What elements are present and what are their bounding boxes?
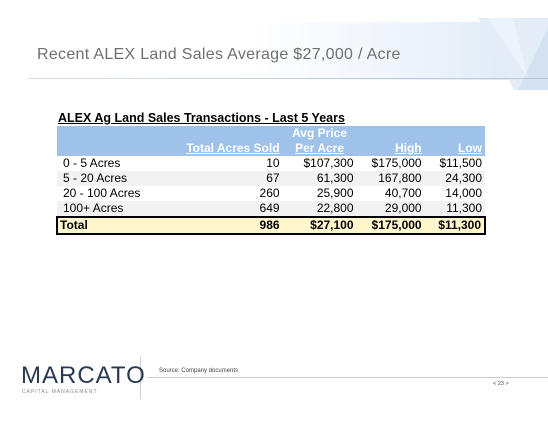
row-per-acre: $107,300 (303, 156, 354, 170)
table-row: 0 - 5 Acres 10 $107,300 $175,000 $11,500 (57, 156, 485, 171)
total-per-acre: $27,100 (282, 216, 357, 235)
row-label: 0 - 5 Acres (63, 156, 121, 170)
row-per-acre: 25,900 (316, 186, 354, 200)
header-cell-avg-price: Avg Price (282, 126, 357, 141)
row-acres: 10 (266, 156, 280, 170)
table-row: 100+ Acres 649 22,800 29,000 11,300 (57, 201, 485, 217)
page-title: Recent ALEX Land Sales Average $27,000 /… (37, 46, 401, 63)
row-low: $11,500 (439, 156, 483, 170)
page-number: < 23 > (493, 381, 509, 387)
total-label: Total (56, 216, 162, 235)
header-cell-blank (161, 126, 283, 141)
row-acres: 67 (161, 171, 283, 186)
header-cell-blank (424, 126, 485, 141)
table-caption: ALEX Ag Land Sales Transactions - Last 5… (58, 111, 345, 125)
header-band (0, 22, 548, 80)
row-per-acre: 61,300 (282, 171, 357, 186)
row-label: 100+ Acres (57, 201, 162, 217)
total-low: $11,300 (424, 216, 487, 235)
table-row: 5 - 20 Acres 67 61,300 167,800 24,300 (57, 171, 485, 186)
source-note: Source: Company documents (159, 368, 239, 374)
total-acres: 986 (161, 216, 283, 235)
title-divider (28, 78, 548, 79)
row-acres: 649 (161, 201, 283, 217)
table-total-row: Total 986 $27,100 $175,000 $11,300 (56, 216, 487, 235)
header-decoration (478, 18, 548, 90)
header-cell-blank (356, 126, 425, 141)
footer-divider (148, 377, 548, 378)
header-cell-low: Low (424, 141, 485, 156)
header-cell-per-acre: Per Acre (282, 141, 357, 156)
table-row: 20 - 100 Acres 260 25,900 40,700 14,000 (57, 186, 485, 201)
row-high: 29,000 (356, 201, 425, 217)
row-low: 11,300 (424, 201, 485, 217)
row-high: $175,000 (371, 156, 422, 170)
row-low: 14,000 (445, 186, 482, 200)
table-header-row: Total Acres Sold Per Acre High Low (57, 141, 485, 156)
row-low: 24,300 (424, 171, 485, 186)
row-high: 167,800 (356, 171, 425, 186)
total-high: $175,000 (356, 216, 425, 235)
row-label: 5 - 20 Acres (57, 171, 162, 186)
row-label: 20 - 100 Acres (63, 186, 141, 200)
header-cell-category (57, 141, 162, 156)
sales-table: Avg Price Total Acres Sold Per Acre High… (56, 126, 487, 235)
row-acres: 260 (259, 186, 280, 200)
header-cell-high: High (356, 141, 425, 156)
row-high: 40,700 (384, 186, 422, 200)
table-header-row-top: Avg Price (57, 126, 485, 141)
footer-separator (140, 357, 141, 399)
company-logo: MARCATO (21, 362, 146, 389)
header-cell-total-acres: Total Acres Sold (161, 141, 283, 156)
company-logo-subtitle: CAPITAL MANAGEMENT (22, 389, 98, 395)
header-cell-blank (57, 126, 162, 141)
row-per-acre: 22,800 (282, 201, 357, 217)
